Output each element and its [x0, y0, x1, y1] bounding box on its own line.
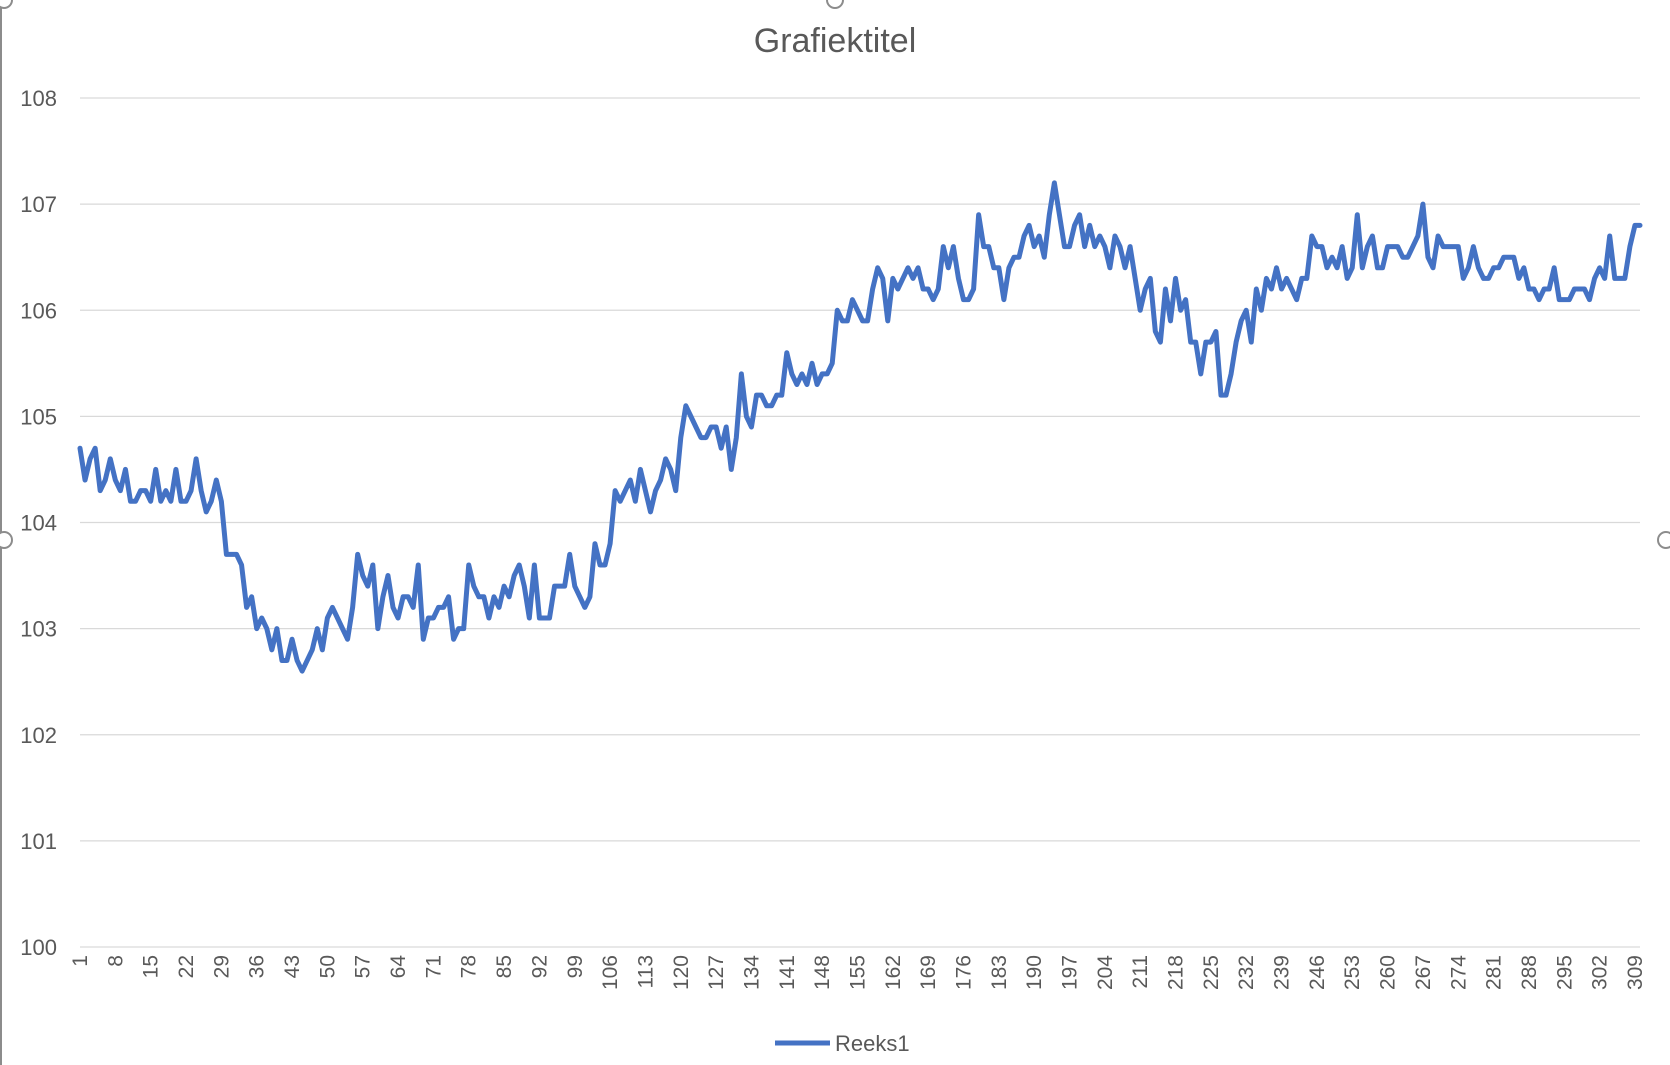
x-tick-label: 78 — [458, 955, 481, 978]
x-tick-label: 197 — [1059, 955, 1082, 990]
series-layer — [77, 180, 1643, 674]
y-tick-label: 107 — [20, 192, 57, 217]
x-tick-label: 288 — [1518, 955, 1541, 990]
y-tick-label: 103 — [20, 617, 57, 642]
x-tick-label: 43 — [281, 955, 304, 978]
x-tick-label: 155 — [846, 955, 869, 990]
y-tick-label: 106 — [20, 298, 57, 323]
x-tick-label: 309 — [1624, 955, 1647, 990]
x-tick-label: 36 — [246, 955, 269, 978]
x-tick-label: 1 — [69, 955, 92, 967]
x-tick-label: 204 — [1094, 955, 1117, 990]
legend-label-reeks1: Reeks1 — [835, 1031, 910, 1056]
x-tick-label: 71 — [422, 955, 445, 978]
x-tick-label: 190 — [1023, 955, 1046, 990]
resize-handle-right[interactable] — [1657, 531, 1670, 549]
y-axis-ticks: 100 101 102 103 104 105 106 107 108 — [20, 86, 57, 960]
resize-handle-top[interactable] — [826, 0, 844, 9]
x-tick-label: 120 — [670, 955, 693, 990]
x-tick-label: 274 — [1447, 955, 1470, 990]
x-tick-label: 162 — [882, 955, 905, 990]
x-tick-label: 134 — [740, 955, 763, 990]
y-tick-label: 101 — [20, 829, 57, 854]
x-tick-label: 99 — [564, 955, 587, 978]
x-tick-label: 183 — [988, 955, 1011, 990]
x-tick-label: 260 — [1377, 955, 1400, 990]
resize-handle-left[interactable] — [0, 531, 13, 549]
x-tick-label: 225 — [1200, 955, 1223, 990]
x-tick-label: 22 — [175, 955, 198, 978]
y-tick-label: 105 — [20, 404, 57, 429]
x-tick-label: 253 — [1341, 955, 1364, 990]
series-line-reeks1[interactable] — [77, 180, 1643, 674]
y-tick-label: 108 — [20, 86, 57, 111]
x-tick-label: 211 — [1129, 955, 1152, 988]
x-tick-label: 302 — [1589, 955, 1612, 990]
x-tick-label: 8 — [104, 955, 127, 967]
x-tick-label: 106 — [599, 955, 622, 990]
x-tick-label: 295 — [1553, 955, 1576, 990]
x-tick-label: 246 — [1306, 955, 1329, 990]
x-tick-label: 92 — [528, 955, 551, 978]
x-tick-label: 113 — [634, 955, 657, 988]
y-tick-label: 102 — [20, 723, 57, 748]
x-tick-label: 267 — [1412, 955, 1435, 990]
x-tick-label: 85 — [493, 955, 516, 978]
x-tick-label: 15 — [140, 955, 163, 978]
x-tick-label: 29 — [210, 955, 233, 978]
x-tick-label: 281 — [1483, 955, 1506, 990]
x-tick-label: 50 — [316, 955, 339, 978]
x-tick-label: 64 — [387, 955, 410, 979]
y-tick-label: 104 — [20, 511, 57, 536]
x-axis-ticks: 1 8 15 22 29 36 43 50 57 64 71 78 85 92 99 106 113 120 127… — [69, 955, 1647, 990]
x-tick-label: 232 — [1235, 955, 1258, 990]
x-tick-label: 141 — [776, 955, 799, 990]
y-tick-label: 100 — [20, 935, 57, 960]
x-tick-label: 127 — [705, 955, 728, 990]
gridlines — [80, 97, 1640, 948]
x-tick-label: 148 — [811, 955, 834, 990]
x-tick-label: 239 — [1271, 955, 1294, 990]
legend[interactable]: Reeks1 — [775, 1031, 910, 1056]
x-tick-label: 169 — [917, 955, 940, 990]
x-tick-label: 176 — [952, 955, 975, 990]
chart-title: Grafiektitel — [754, 22, 917, 60]
x-tick-label: 57 — [352, 955, 375, 978]
resize-handle-top-left[interactable] — [0, 0, 13, 9]
x-tick-label: 218 — [1165, 955, 1188, 990]
